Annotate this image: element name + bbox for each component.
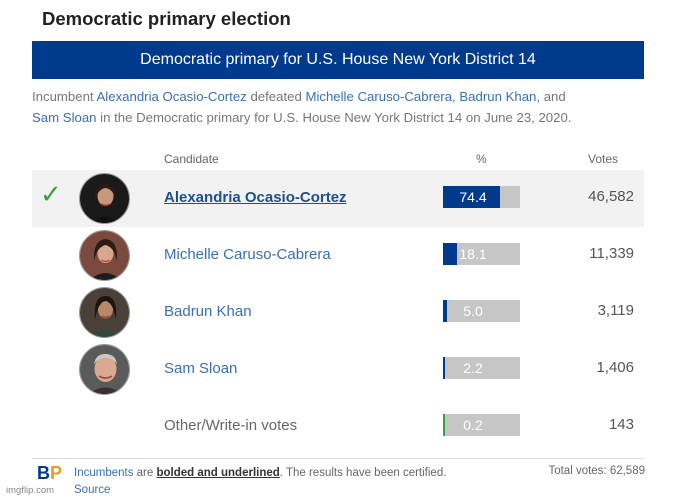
source-link[interactable]: Source [74, 484, 111, 496]
votes-value: 143 [608, 416, 634, 433]
percent-bar: 0.2 [443, 414, 520, 436]
candidate-name-link[interactable]: Sam Sloan [164, 360, 238, 377]
footer-text-2: . The results have been certified. [279, 467, 447, 479]
avatar [79, 230, 130, 281]
percent-bar: 5.0 [443, 300, 520, 322]
avatar [79, 344, 130, 395]
candidate-row-khan: Badrun Khan 5.0 3,119 [32, 284, 644, 341]
total-votes: Total votes: 62,589 [548, 465, 645, 477]
candidate-row-ocasio-cortez: ✓ Alexandria Ocasio-Cortez 74.4 46,582 [32, 170, 644, 227]
avatar [79, 287, 130, 338]
summary-text-2: defeated [246, 89, 306, 104]
ballotpedia-logo: BP [37, 463, 62, 484]
header-percent: % [476, 152, 487, 166]
page-title: Democratic primary election [42, 8, 291, 29]
incumbents-link[interactable]: Incumbents [74, 467, 134, 479]
summary-link-sloan[interactable]: Sam Sloan [32, 110, 97, 125]
summary-link-khan[interactable]: Badrun Khan [459, 89, 537, 104]
avatar [79, 173, 130, 224]
header-votes: Votes [588, 152, 619, 166]
candidate-name-link[interactable]: Badrun Khan [164, 303, 252, 320]
percent-bar: 2.2 [443, 357, 520, 379]
percent-value: 74.4 [459, 189, 487, 205]
race-summary: Incumbent Alexandria Ocasio-Cortez defea… [32, 86, 647, 128]
logo-letter-p: P [50, 463, 63, 483]
summary-link-ocasio-cortez[interactable]: Alexandria Ocasio-Cortez [96, 89, 247, 104]
percent-bar-fill [443, 243, 457, 265]
percent-value: 5.0 [463, 303, 483, 319]
race-banner: Democratic primary for U.S. House New Yo… [32, 41, 644, 79]
footer-text-1: are [133, 467, 157, 479]
votes-value: 11,339 [589, 245, 634, 262]
summary-text-5: in the Democratic primary for U.S. House… [96, 110, 572, 125]
candidate-name: Other/Write-in votes [164, 417, 298, 434]
race-banner-title: Democratic primary for U.S. House New Yo… [140, 51, 536, 68]
percent-bar: 74.4 [443, 186, 520, 208]
percent-bar: 18.1 [443, 243, 520, 265]
percent-value: 0.2 [463, 417, 483, 433]
votes-value: 1,406 [596, 359, 634, 376]
percent-bar-fill [443, 300, 447, 322]
logo-letter-b: B [37, 463, 50, 483]
summary-text-1: Incumbent [32, 89, 97, 104]
candidate-row-sloan: Sam Sloan 2.2 1,406 [32, 341, 644, 398]
candidate-name-link[interactable]: Michelle Caruso-Cabrera [164, 246, 331, 263]
summary-text-4: , and [536, 89, 566, 104]
percent-bar-fill [443, 414, 445, 436]
percent-bar-fill [443, 357, 445, 379]
watermark: imgflip.com [6, 485, 55, 496]
percent-bar-fill [443, 186, 500, 208]
percent-value: 18.1 [459, 246, 487, 262]
candidate-name-link[interactable]: Alexandria Ocasio-Cortez [164, 189, 347, 206]
candidate-row-caruso-cabrera: Michelle Caruso-Cabrera 18.1 11,339 [32, 227, 644, 284]
votes-value: 46,582 [588, 188, 634, 205]
percent-value: 2.2 [463, 360, 483, 376]
footer-bold-text: bolded and underlined [156, 467, 280, 479]
votes-value: 3,119 [597, 302, 634, 319]
check-icon: ✓ [40, 180, 62, 210]
footer-note: Incumbents are bolded and underlined. Th… [74, 465, 484, 499]
summary-text-3: , [452, 89, 460, 104]
header-candidate: Candidate [164, 152, 219, 166]
footer-divider [32, 458, 644, 459]
summary-link-caruso-cabrera[interactable]: Michelle Caruso-Cabrera [305, 89, 453, 104]
candidate-row-other: Other/Write-in votes 0.2 143 [32, 398, 644, 455]
